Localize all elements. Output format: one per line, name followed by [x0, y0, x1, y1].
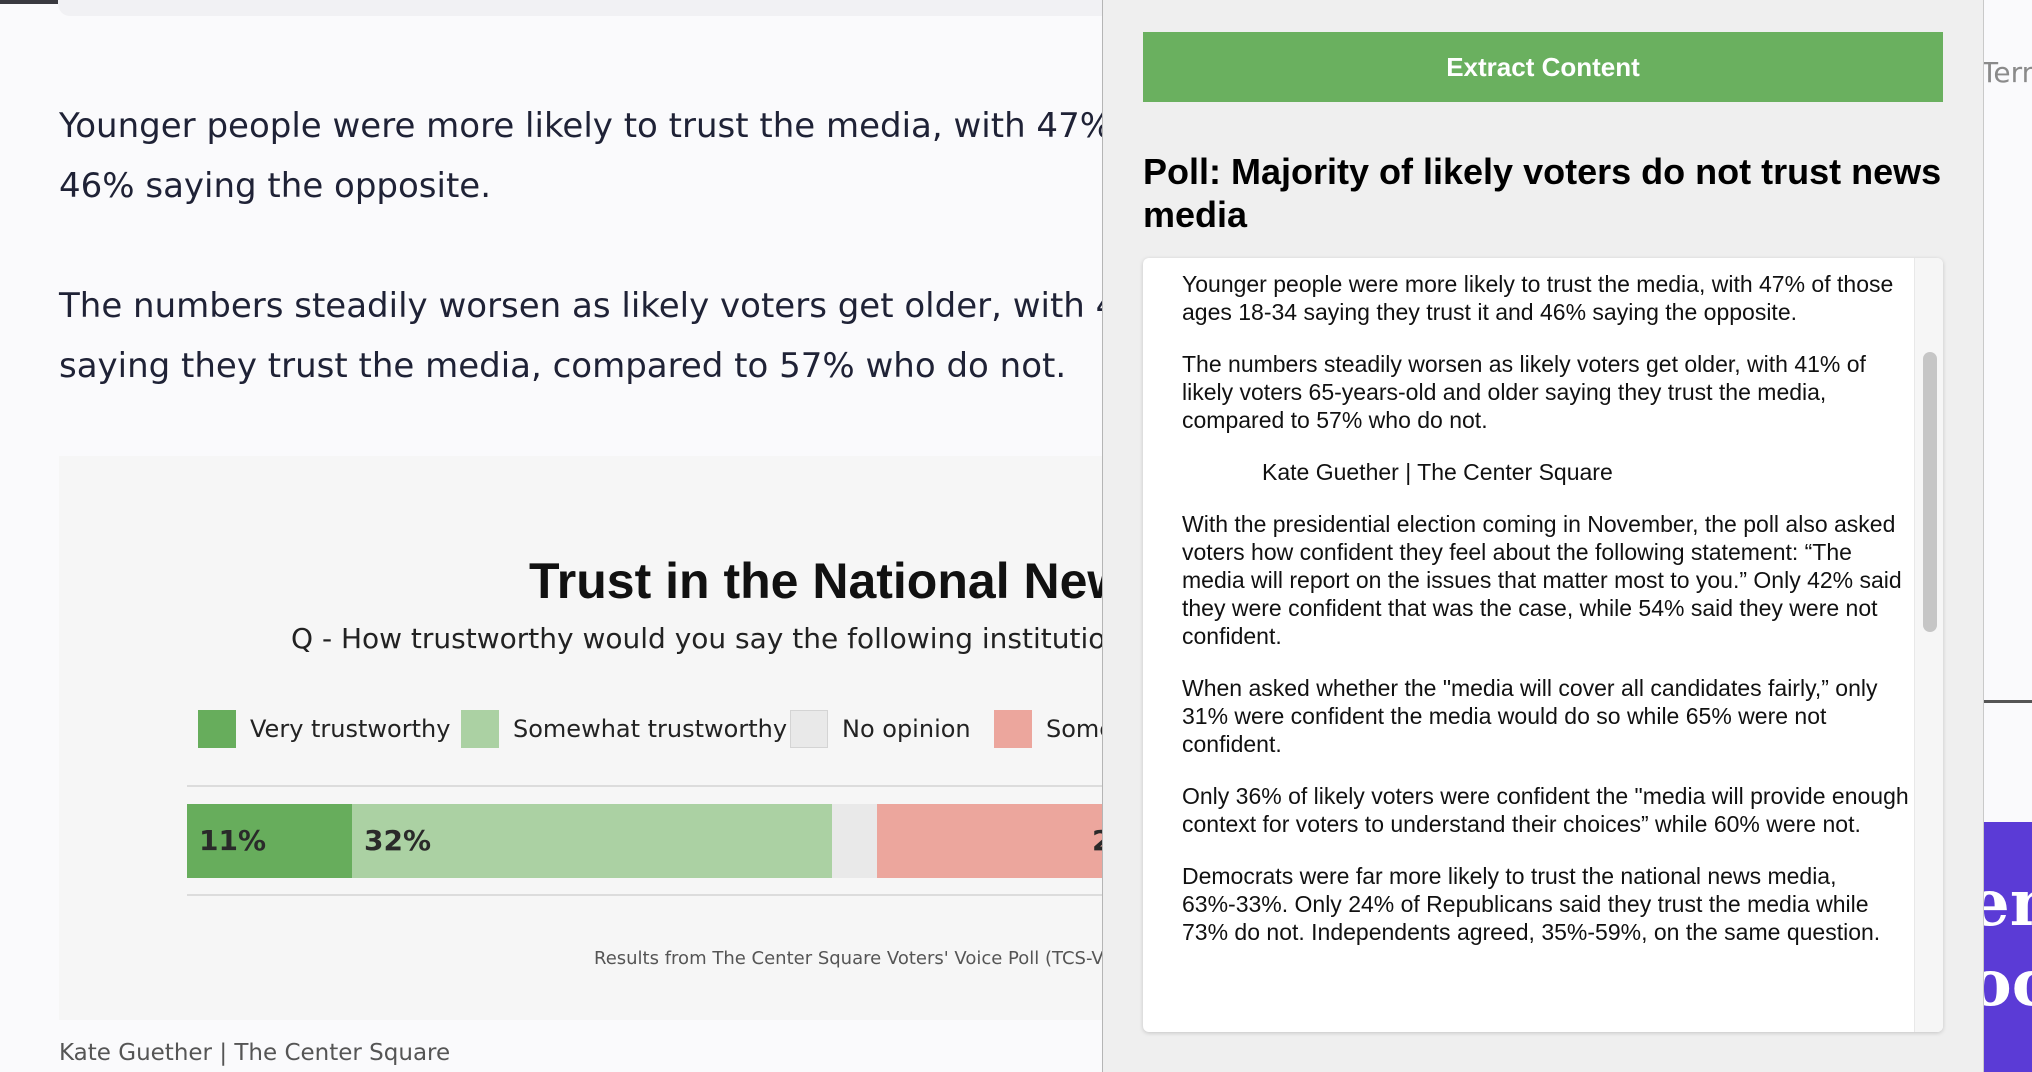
chart-subtitle: Q - How trustworthy would you say the fo… [291, 622, 1102, 655]
chart-rule [187, 785, 1102, 787]
legend-item: No opinion [790, 710, 971, 748]
legend-label: Somewhat trustworthy [513, 715, 788, 743]
legend-item: Somewhat trustworthy [461, 710, 787, 748]
extracted-paragraph: Only 36% of likely voters were confident… [1182, 783, 1909, 837]
promo-text: oc [1983, 946, 2032, 1021]
chart-image: Trust in the National News Q - How trust… [59, 456, 1102, 1020]
bar-segment [832, 804, 877, 878]
scrollbar[interactable] [1914, 258, 1943, 1032]
extracted-paragraph: With the presidential election coming in… [1182, 511, 1902, 649]
promo-text: en [1983, 866, 2032, 941]
scrollbar-thumb[interactable] [1923, 352, 1937, 632]
extracted-paragraph: Younger people were more likely to trust… [1182, 271, 1894, 325]
legend-label: Some [1046, 715, 1102, 743]
article-line: saying they trust the media, compared to… [59, 346, 1067, 386]
article-content: Younger people were more likely to trust… [0, 0, 1102, 1066]
extension-panel: Extract Content Poll: Majority of likely… [1102, 0, 1984, 1072]
bar-value-label: 11% [199, 824, 267, 857]
extracted-paragraph: Democrats were far more likely to trust … [1182, 863, 1881, 945]
article-line: The numbers steadily worsen as likely vo… [59, 286, 1102, 326]
legend-swatch [790, 710, 828, 748]
bar-value-label: 32% [364, 824, 432, 857]
legend-label: No opinion [842, 715, 971, 743]
legend-swatch [461, 710, 499, 748]
chart-rule [187, 894, 1102, 896]
panel-title: Poll: Majority of likely voters do not t… [1143, 151, 1942, 235]
legend-item: Very trustworthy [198, 710, 450, 748]
legend-swatch [198, 710, 236, 748]
bar-segment: 32% [352, 804, 832, 878]
extracted-content-box[interactable]: Younger people were more likely to trust… [1143, 258, 1943, 1032]
bar-value-label: 20% [1092, 824, 1102, 857]
extracted-paragraph: When asked whether the "media will cover… [1182, 675, 1878, 757]
bar-segment: 20% [877, 804, 1102, 878]
promo-banner[interactable]: en oc [1983, 822, 2032, 1072]
chart-source: Results from The Center Square Voters' V… [594, 948, 1102, 969]
legend-label: Very trustworthy [250, 715, 451, 743]
header-card [58, 0, 1102, 16]
extracted-caption: Kate Guether | The Center Square [1262, 459, 1613, 485]
chart-title: Trust in the National News [529, 553, 1102, 609]
bar-segment: 11% [187, 804, 352, 878]
legend-swatch [994, 710, 1032, 748]
article-paragraph: The numbers steadily worsen as likely vo… [59, 276, 1102, 396]
terms-link[interactable]: Term [1981, 56, 2032, 89]
article-line: Younger people were more likely to trust… [59, 106, 1102, 146]
article-line: 46% saying the opposite. [59, 166, 492, 206]
extracted-text: Younger people were more likely to trust… [1182, 270, 1912, 970]
legend-item: Some [994, 710, 1102, 748]
page-divider [1983, 700, 2032, 703]
extract-content-button[interactable]: Extract Content [1143, 32, 1943, 102]
article-paragraph: Younger people were more likely to trust… [59, 96, 1102, 216]
image-credit: Kate Guether | The Center Square [59, 1040, 451, 1066]
extracted-paragraph: The numbers steadily worsen as likely vo… [1182, 351, 1866, 433]
